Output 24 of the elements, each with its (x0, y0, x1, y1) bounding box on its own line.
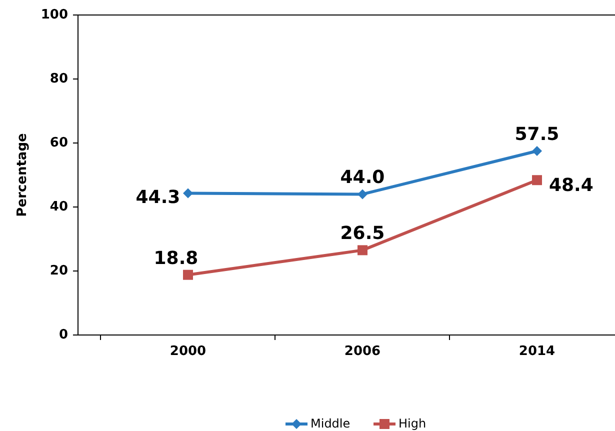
y-tick-label: 40 (50, 200, 68, 215)
x-tick-label: 2006 (344, 344, 381, 359)
y-tick-label: 0 (58, 328, 68, 343)
point (183, 188, 193, 198)
data-label: 18.8 (154, 248, 198, 269)
data-label: 44.3 (136, 187, 180, 208)
y-tick-label: 20 (50, 264, 68, 279)
point (532, 175, 542, 186)
y-tick-label: 100 (40, 8, 68, 23)
point (532, 146, 542, 156)
y-axis-title: Percentage (15, 133, 30, 217)
data-label: 57.5 (514, 124, 560, 145)
point (358, 245, 368, 256)
legend-label: Middle (310, 416, 350, 430)
x-tick-label: 2000 (170, 344, 206, 359)
data-label: 44.0 (340, 167, 385, 188)
data-label: 48.4 (549, 175, 594, 196)
y-tick-label: 80 (50, 72, 68, 87)
point (183, 270, 193, 280)
point (358, 189, 368, 200)
x-tick-label: 2014 (518, 344, 556, 359)
y-tick-label: 60 (50, 136, 68, 151)
legend-label: High (398, 416, 426, 430)
data-label: 26.5 (340, 223, 385, 244)
